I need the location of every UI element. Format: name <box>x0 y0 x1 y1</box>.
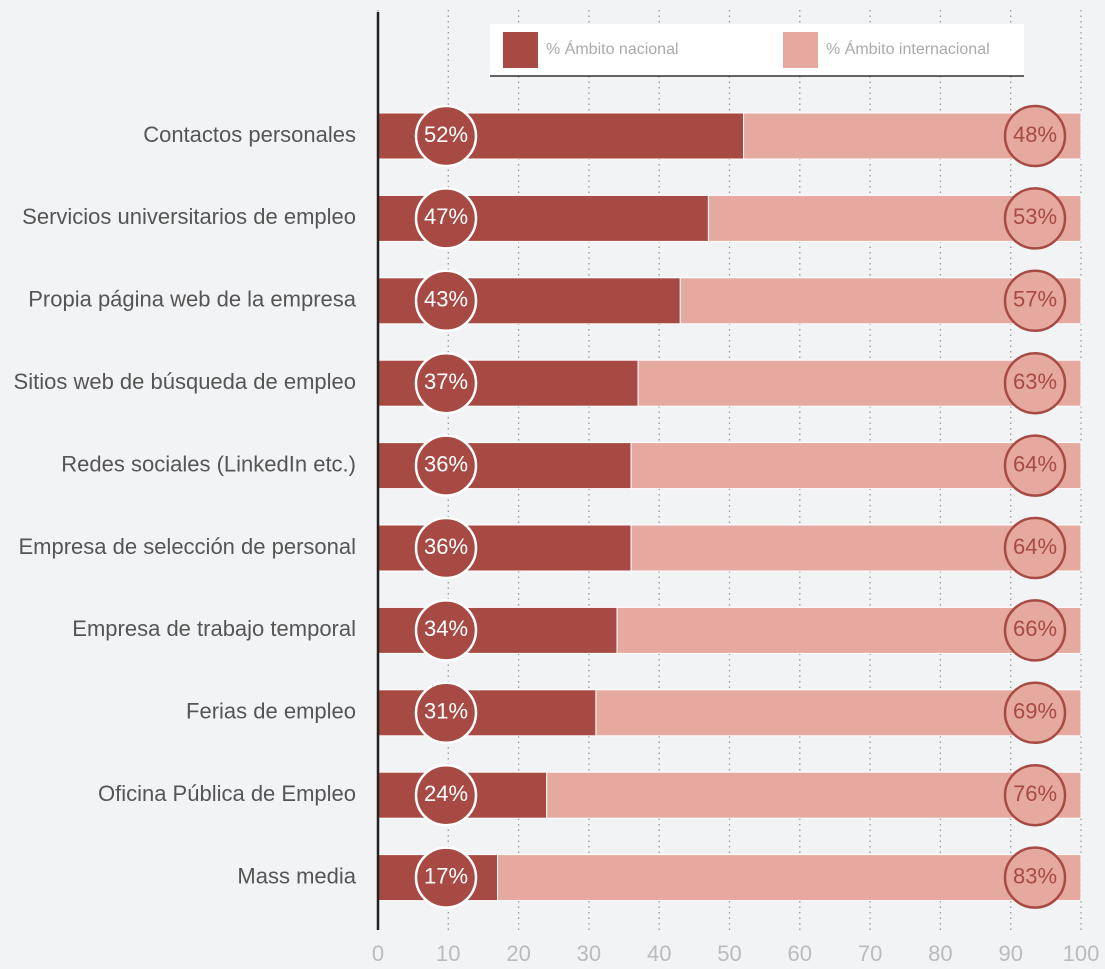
bar-segment <box>377 606 618 654</box>
category-label: Ferias de empleo <box>186 699 356 724</box>
category-label: Contactos personales <box>143 122 356 147</box>
bars: 52% 48% 47% 53% 43% 57% 37% 63% 36% 64% 36% 64% 34% 6… <box>377 104 1082 909</box>
value-label: 24% <box>424 781 468 806</box>
value-label: 36% <box>424 451 468 476</box>
value-label: 43% <box>424 287 468 312</box>
value-badge <box>414 763 478 827</box>
value-badge <box>414 104 478 168</box>
value-label: 66% <box>1013 616 1057 641</box>
x-tick-label: 60 <box>788 941 812 966</box>
category-label: Sitios web de búsqueda de empleo <box>14 369 356 394</box>
legend-label: % Ámbito internacional <box>826 39 990 58</box>
value-label: 52% <box>424 122 468 147</box>
bar-segment <box>497 854 1082 902</box>
bar-segment <box>616 606 1082 654</box>
x-tick-label: 80 <box>928 941 952 966</box>
value-label: 48% <box>1013 122 1057 147</box>
value-badge <box>414 516 478 580</box>
x-tick-label: 70 <box>858 941 882 966</box>
value-badge <box>414 351 478 415</box>
bar-segment <box>546 771 1082 819</box>
value-label: 17% <box>424 863 468 888</box>
category-label: Oficina Pública de Empleo <box>98 781 356 806</box>
value-badge <box>1003 187 1067 250</box>
value-label: 36% <box>424 534 468 559</box>
value-label: 83% <box>1013 863 1057 888</box>
category-label: Mass media <box>237 863 356 888</box>
bar-segment <box>377 689 597 737</box>
bar-segment <box>595 689 1082 737</box>
value-badge <box>1003 846 1067 909</box>
value-label: 37% <box>424 369 468 394</box>
value-badge <box>414 434 478 497</box>
legend-swatch <box>503 32 538 68</box>
value-badge <box>414 846 478 909</box>
value-badge <box>1003 681 1067 745</box>
value-badge <box>1003 351 1067 415</box>
value-label: 53% <box>1013 204 1057 229</box>
value-label: 69% <box>1013 699 1057 724</box>
x-tick-label: 50 <box>717 941 741 966</box>
value-badge <box>1003 516 1067 580</box>
category-label: Propia página web de la empresa <box>28 287 357 312</box>
x-tick-label: 10 <box>436 941 460 966</box>
legend: % Ámbito nacional % Ámbito internacional <box>490 24 1024 77</box>
legend-swatch <box>783 32 818 68</box>
value-badge <box>414 681 478 745</box>
value-badge <box>414 599 478 662</box>
category-label: Redes sociales (LinkedIn etc.) <box>61 451 356 476</box>
category-label: Empresa de trabajo temporal <box>72 616 356 641</box>
value-badge <box>414 269 478 333</box>
x-tick-label: 30 <box>577 941 601 966</box>
value-label: 76% <box>1013 781 1057 806</box>
value-badge <box>1003 763 1067 827</box>
bar-segment <box>637 359 1082 407</box>
legend-label: % Ámbito nacional <box>546 39 679 58</box>
legend-box <box>490 24 1024 76</box>
value-label: 47% <box>424 204 468 229</box>
value-badge <box>1003 599 1067 662</box>
x-tick-label: 90 <box>998 941 1022 966</box>
value-badge <box>1003 434 1067 497</box>
value-label: 31% <box>424 699 468 724</box>
x-tick-label: 100 <box>1063 941 1100 966</box>
value-label: 57% <box>1013 287 1057 312</box>
x-tick-label: 0 <box>372 941 384 966</box>
x-tick-label: 40 <box>647 941 671 966</box>
value-badge <box>1003 104 1067 168</box>
value-label: 63% <box>1013 369 1057 394</box>
value-badge <box>1003 269 1067 333</box>
value-label: 34% <box>424 616 468 641</box>
value-badge <box>414 187 478 250</box>
x-tick-label: 20 <box>506 941 530 966</box>
value-label: 64% <box>1013 451 1057 476</box>
category-label: Servicios universitarios de empleo <box>22 204 356 229</box>
category-label: Empresa de selección de personal <box>18 534 356 559</box>
value-label: 64% <box>1013 534 1057 559</box>
